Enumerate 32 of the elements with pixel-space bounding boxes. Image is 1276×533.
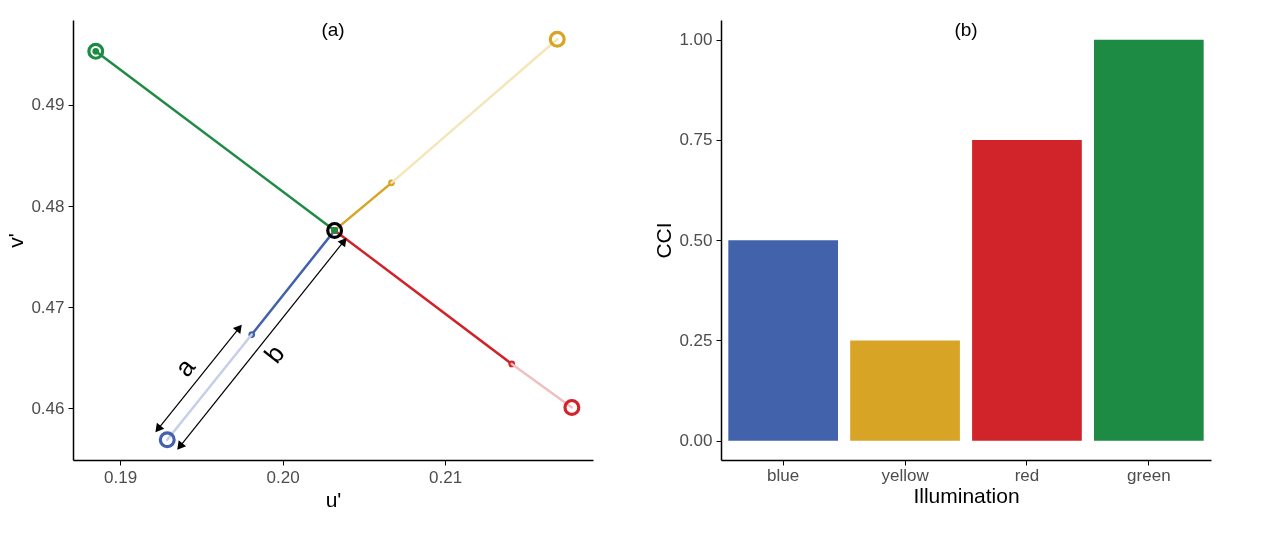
x-tick-label: 0.19 (104, 467, 138, 487)
y-tick-label: 0.50 (679, 230, 713, 250)
x-tick-label: red (1014, 465, 1040, 485)
x-tick-label: blue (767, 465, 800, 485)
y-tick-label: 0.25 (679, 330, 713, 350)
bar (850, 340, 960, 441)
y-tick-label: 1.00 (679, 30, 713, 50)
point (563, 398, 581, 416)
x-axis-title: Illumination (913, 483, 1020, 507)
annotation: b (257, 338, 291, 369)
bar (972, 139, 1082, 441)
y-tick-label: 0.47 (31, 297, 65, 317)
point (548, 30, 566, 48)
chart-title: (b) (954, 19, 978, 40)
y-tick-label: 0.46 (31, 398, 65, 418)
y-tick-label: 0.49 (31, 95, 65, 115)
x-tick-label: green (1127, 465, 1171, 485)
point (158, 431, 176, 449)
chart-title: (a) (321, 19, 345, 40)
point (326, 221, 344, 239)
x-axis-title: u' (325, 487, 342, 511)
x-tick-label: yellow (881, 465, 930, 485)
y-tick-label: 0.75 (679, 130, 713, 150)
y-tick-label: 0.48 (31, 196, 65, 216)
bar (728, 240, 839, 441)
y-axis-title: CCI (652, 222, 676, 259)
bar (1093, 39, 1204, 441)
x-tick-label: 0.20 (266, 467, 300, 487)
x-tick-label: 0.21 (429, 467, 463, 487)
y-tick-label: 0.00 (679, 431, 713, 451)
annotation: a (168, 351, 202, 383)
y-axis-title: v' (4, 233, 28, 248)
